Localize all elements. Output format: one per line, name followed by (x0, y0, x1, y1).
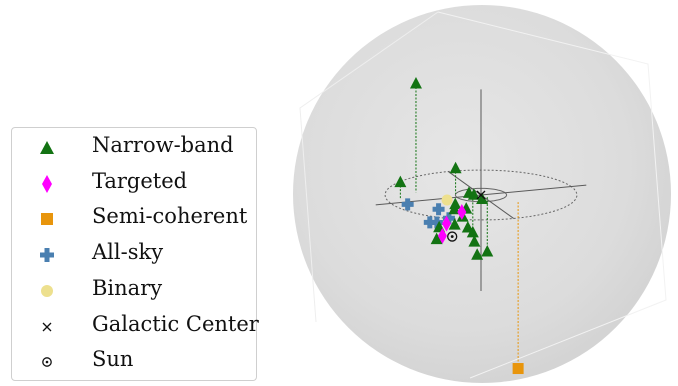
triangle-marker (448, 218, 461, 230)
x-marker (476, 190, 486, 200)
legend-item-sun: Sun (12, 344, 256, 378)
legend-label: Binary (92, 276, 163, 300)
triangle-marker (430, 232, 443, 245)
legend-label: Targeted (92, 169, 188, 193)
legend-label: All-sky (92, 240, 164, 264)
plus-marker (401, 198, 414, 211)
legend-label: Semi-coherent (92, 204, 248, 228)
point-galactic-center-0 (476, 190, 486, 200)
plus-marker (442, 212, 455, 225)
legend: Narrow-band Targeted Semi-coherent All-s… (11, 127, 259, 381)
legend-item-all-sky: All-sky (12, 237, 256, 271)
point-narrow-band-10 (448, 218, 461, 230)
point-narrow-band-1 (394, 175, 407, 188)
square-marker-icon (41, 213, 53, 225)
point-narrow-band-11 (461, 220, 474, 233)
point-semi-coherent-0 (512, 363, 524, 375)
point-narrow-band-2 (449, 161, 462, 174)
sun-marker-dot (450, 235, 454, 238)
point-narrow-band-17 (471, 248, 484, 260)
legend-item-targeted: Targeted (12, 166, 256, 200)
square-marker (512, 363, 524, 375)
point-narrow-band-5 (476, 192, 489, 204)
legend-item-narrow-band: Narrow-band (12, 130, 256, 164)
point-targeted-0 (457, 204, 467, 221)
legend-item-semi-coherent: Semi-coherent (12, 201, 256, 235)
point-targeted-1 (442, 215, 452, 232)
legend-label: Sun (92, 347, 134, 371)
point-all-sky-2 (432, 203, 445, 216)
point-narrow-band-14 (468, 235, 481, 247)
point-narrow-band-16 (481, 244, 494, 257)
triangle-marker (449, 161, 462, 174)
triangle-marker-icon (40, 141, 54, 154)
circle-marker-icon (41, 285, 53, 297)
point-narrow-band-13 (466, 225, 479, 238)
legend-label: Galactic Center (92, 312, 259, 336)
pane-edge (437, 11, 667, 379)
point-all-sky-1 (442, 212, 455, 225)
triangle-marker (409, 76, 422, 89)
point-all-sky-0 (401, 198, 414, 211)
triangle-marker (448, 202, 461, 215)
plus-marker (432, 203, 445, 216)
plus-marker (423, 216, 436, 229)
triangle-marker (461, 220, 474, 233)
marker-layer (394, 76, 524, 375)
triangle-marker (467, 188, 480, 200)
triangle-marker (466, 225, 479, 238)
sun-marker-icon (42, 357, 52, 367)
point-sun-0 (447, 231, 458, 242)
point-narrow-band-15 (430, 232, 443, 245)
plus-marker (430, 216, 443, 229)
triangle-marker (394, 175, 407, 188)
galactic-plane-circle-outer (384, 169, 578, 221)
legend-label: Narrow-band (92, 133, 234, 157)
point-binary-0 (441, 194, 453, 206)
diamond-marker (442, 215, 452, 232)
legend-item-binary: Binary (12, 273, 256, 307)
x-marker-icon (42, 322, 52, 332)
plus-marker-icon (40, 248, 54, 262)
point-narrow-band-0 (409, 76, 422, 89)
triangle-marker (476, 192, 489, 204)
diamond-marker-icon (42, 175, 52, 193)
diamond-marker (437, 227, 447, 244)
legend-item-galactic-center: Galactic Center (12, 309, 259, 343)
diamond-marker (457, 204, 467, 221)
point-targeted-2 (437, 227, 447, 244)
point-all-sky-3 (430, 216, 443, 229)
triangle-marker (471, 248, 484, 260)
circle-marker (441, 194, 453, 206)
triangle-marker (481, 244, 494, 257)
pane-edge (299, 11, 439, 323)
point-narrow-band-7 (449, 197, 462, 210)
point-narrow-band-8 (448, 202, 461, 215)
sun-marker-ring (447, 231, 458, 242)
point-narrow-band-4 (467, 188, 480, 200)
triangle-marker (449, 197, 462, 210)
triangle-marker (468, 235, 481, 247)
point-all-sky-4 (423, 216, 436, 229)
